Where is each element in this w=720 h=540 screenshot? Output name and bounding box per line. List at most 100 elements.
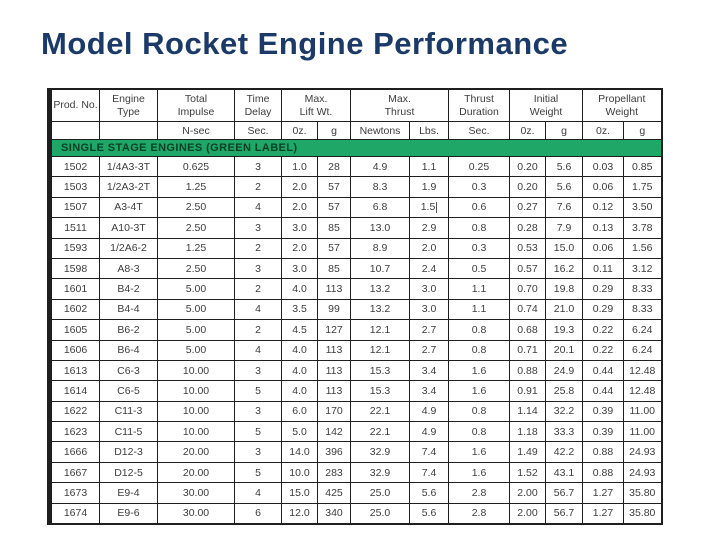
table-cell: 25.0 — [350, 482, 410, 504]
table-cell: 20.00 — [157, 441, 235, 463]
column-header: Max. Thrust — [350, 88, 449, 122]
table-cell: 127 — [317, 319, 351, 341]
table-cell: 57 — [317, 196, 351, 219]
table-cell: 1/4A3-3T — [99, 155, 158, 178]
table-cell: 2 — [234, 176, 282, 198]
table-cell: 20.1 — [545, 339, 583, 361]
table-cell: 28 — [317, 155, 351, 178]
table-cell: 0.44 — [582, 380, 624, 402]
table-cell: 13.2 — [350, 278, 410, 300]
table-cell: 4 — [234, 482, 282, 504]
table-cell: 19.8 — [545, 278, 583, 300]
table-cell: 10.7 — [350, 257, 410, 280]
table-cell: 10.00 — [157, 380, 235, 402]
table-cell: 5.6 — [409, 482, 449, 504]
table-cell: 0.8 — [448, 217, 510, 239]
table-cell: 0.68 — [509, 319, 546, 341]
table-cell: 57 — [317, 237, 351, 259]
table-cell: 1593 — [49, 237, 100, 259]
table-cell: 24.93 — [623, 441, 662, 463]
table-cell: 3 — [234, 217, 282, 239]
table-cell: 2.8 — [448, 482, 510, 504]
table-cell: 1.9 — [409, 176, 449, 198]
table-cell: 15.0 — [281, 482, 318, 504]
table-cell: C6-5 — [99, 380, 158, 402]
table-cell: 0.06 — [582, 176, 624, 198]
table-cell: 12.0 — [281, 502, 318, 525]
table-row: 1601 B4-2 5.00 2 4.0 113 13.2 3.0 1.1 0.70 19.8 0.2… — [49, 278, 662, 300]
table-cell: 1.18 — [509, 421, 546, 443]
table-cell: 4 — [234, 196, 282, 219]
table-cell: 2.0 — [281, 237, 318, 259]
table-cell: 42.2 — [545, 441, 583, 463]
table-cell: 4.0 — [281, 278, 318, 300]
table-cell: 7.4 — [409, 461, 449, 484]
table-cell: 15.3 — [350, 359, 410, 382]
table-cell: 10.00 — [157, 400, 235, 423]
table-cell: 1.6 — [448, 441, 510, 463]
table-cell: 3.12 — [623, 257, 662, 280]
engine-performance-table: Prod. No. Engine Type Total Impulse Time De… — [47, 88, 663, 526]
table-cell: 0.8 — [448, 400, 510, 423]
table-cell: 10.0 — [281, 461, 318, 484]
table-cell: 0.71 — [509, 339, 546, 361]
table-cell: 2.50 — [157, 196, 235, 219]
table-cell: 4.9 — [350, 155, 410, 178]
table-cell: 35.80 — [623, 502, 662, 525]
table-cell: 22.1 — [350, 400, 410, 423]
table-cell: 0.28 — [509, 217, 546, 239]
column-header: Initial Weight — [509, 88, 583, 122]
table-cell: 32.9 — [350, 461, 410, 484]
table-cell: 2 — [234, 237, 282, 259]
table-row: 1602 B4-4 5.00 4 3.5 99 13.2 3.0 1.1 0.74 21.0 0.29… — [49, 298, 662, 321]
table-cell: 5.00 — [157, 298, 235, 321]
table-row: 1613 C6-3 10.00 3 4.0 113 15.3 3.4 1.6 0.88 24.9 0.… — [49, 359, 662, 382]
table-row: 1605 B6-2 5.00 2 4.5 127 12.1 2.7 0.8 0.68 19.3 0.2… — [49, 319, 662, 341]
table-cell: 35.80 — [623, 482, 662, 504]
table-cell: 0.3 — [448, 176, 510, 198]
table-cell: 32.2 — [545, 400, 583, 423]
table-cell: 7.4 — [409, 441, 449, 463]
unit-header: g — [623, 121, 662, 140]
table-cell: 15.3 — [350, 380, 410, 402]
table-cell: 113 — [317, 339, 351, 361]
table-cell: 5 — [234, 380, 282, 402]
table-cell: 22.1 — [350, 421, 410, 443]
table-cell: 12.1 — [350, 319, 410, 341]
table-cell: 11.00 — [623, 421, 662, 443]
table-row: 1666 D12-3 20.00 3 14.0 396 32.9 7.4 1.6 1.49 42.2… — [49, 441, 662, 463]
table-cell: 19.3 — [545, 319, 583, 341]
table-cell: 12.48 — [623, 380, 662, 402]
table-cell: 3.78 — [623, 217, 662, 239]
table-cell: 1.27 — [582, 502, 624, 525]
table-cell: 5.0 — [281, 421, 318, 443]
table-cell: 1.75 — [623, 176, 662, 198]
table-cell: 1.1 — [409, 155, 449, 178]
table-cell: 56.7 — [545, 482, 583, 504]
table-row: 1674 E9-6 30.00 6 12.0 340 25.0 5.6 2.8 2.00 56.7 1… — [49, 502, 662, 525]
table-cell: 0.625 — [157, 155, 235, 178]
table-cell: 1.25 — [157, 176, 235, 198]
table-cell: 1.56 — [623, 237, 662, 259]
table-cell: 1.49 — [509, 441, 546, 463]
table-cell: 1605 — [49, 319, 100, 341]
table-row: 1623 C11-5 10.00 5 5.0 142 22.1 4.9 0.8 1.18 33.3 0… — [49, 421, 662, 443]
table-cell: 1.0 — [281, 155, 318, 178]
table-cell: 4.5 — [281, 319, 318, 341]
table-cell: 10.00 — [157, 421, 235, 443]
table-cell: 2 — [234, 278, 282, 300]
table-cell: 2.4 — [409, 257, 449, 280]
table-cell: 3 — [234, 359, 282, 382]
table-cell: 1.14 — [509, 400, 546, 423]
table-cell: 3.0 — [409, 298, 449, 321]
table-cell: 3.50 — [623, 196, 662, 219]
table-cell: 1.6 — [448, 359, 510, 382]
table-cell: 1.5 — [409, 196, 449, 219]
table-cell: 0.8 — [448, 319, 510, 341]
table-cell: 0.85 — [623, 155, 662, 178]
table-cell: 1.1 — [448, 278, 510, 300]
table-cell: 32.9 — [350, 441, 410, 463]
table-cell: 2.7 — [409, 319, 449, 341]
table-cell: A3-4T — [99, 196, 158, 219]
table-row: 1673 E9-4 30.00 4 15.0 425 25.0 5.6 2.8 2.00 56.7 1… — [49, 482, 662, 504]
